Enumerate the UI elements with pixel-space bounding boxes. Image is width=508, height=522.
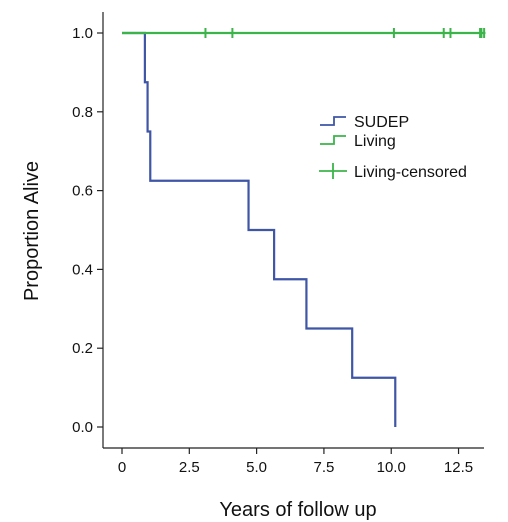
- legend-label: SUDEP: [354, 114, 409, 131]
- series-line-sudep: [122, 31, 397, 427]
- y-tick-label: 0.8: [72, 104, 93, 121]
- y-tick-label: 0.0: [72, 419, 93, 436]
- legend-swatch: [320, 135, 346, 145]
- x-axis-ticks: 0 2.5 5.0 7.5 10.0 12.5: [118, 448, 473, 476]
- censor-marks: [204, 28, 486, 38]
- legend-living: Living: [320, 133, 396, 150]
- legend-label: Living-censored: [354, 164, 467, 181]
- legend-living-censored: Living-censored: [319, 163, 467, 181]
- x-tick-label: 7.5: [313, 459, 334, 476]
- legend-swatch: [320, 116, 346, 126]
- y-axis-ticks: 0.0 0.2 0.4 0.6 0.8 1.0: [72, 25, 103, 436]
- legend: SUDEP Living Living-censored: [319, 114, 467, 181]
- y-axis-title: Proportion Alive: [21, 161, 43, 301]
- x-tick-label: 5.0: [246, 459, 267, 476]
- y-tick-label: 0.2: [72, 340, 93, 357]
- y-tick-label: 0.6: [72, 183, 93, 200]
- x-tick-label: 2.5: [179, 459, 200, 476]
- y-tick-label: 0.4: [72, 261, 93, 278]
- axes: [102, 12, 484, 449]
- x-tick-label: 0: [118, 459, 126, 476]
- legend-sudep: SUDEP: [320, 114, 409, 131]
- x-tick-label: 10.0: [377, 459, 406, 476]
- legend-label: Living: [354, 133, 396, 150]
- x-tick-label: 12.5: [444, 459, 473, 476]
- x-axis-title: Years of follow up: [219, 499, 376, 521]
- y-tick-label: 1.0: [72, 25, 93, 42]
- series-layer: [122, 31, 486, 427]
